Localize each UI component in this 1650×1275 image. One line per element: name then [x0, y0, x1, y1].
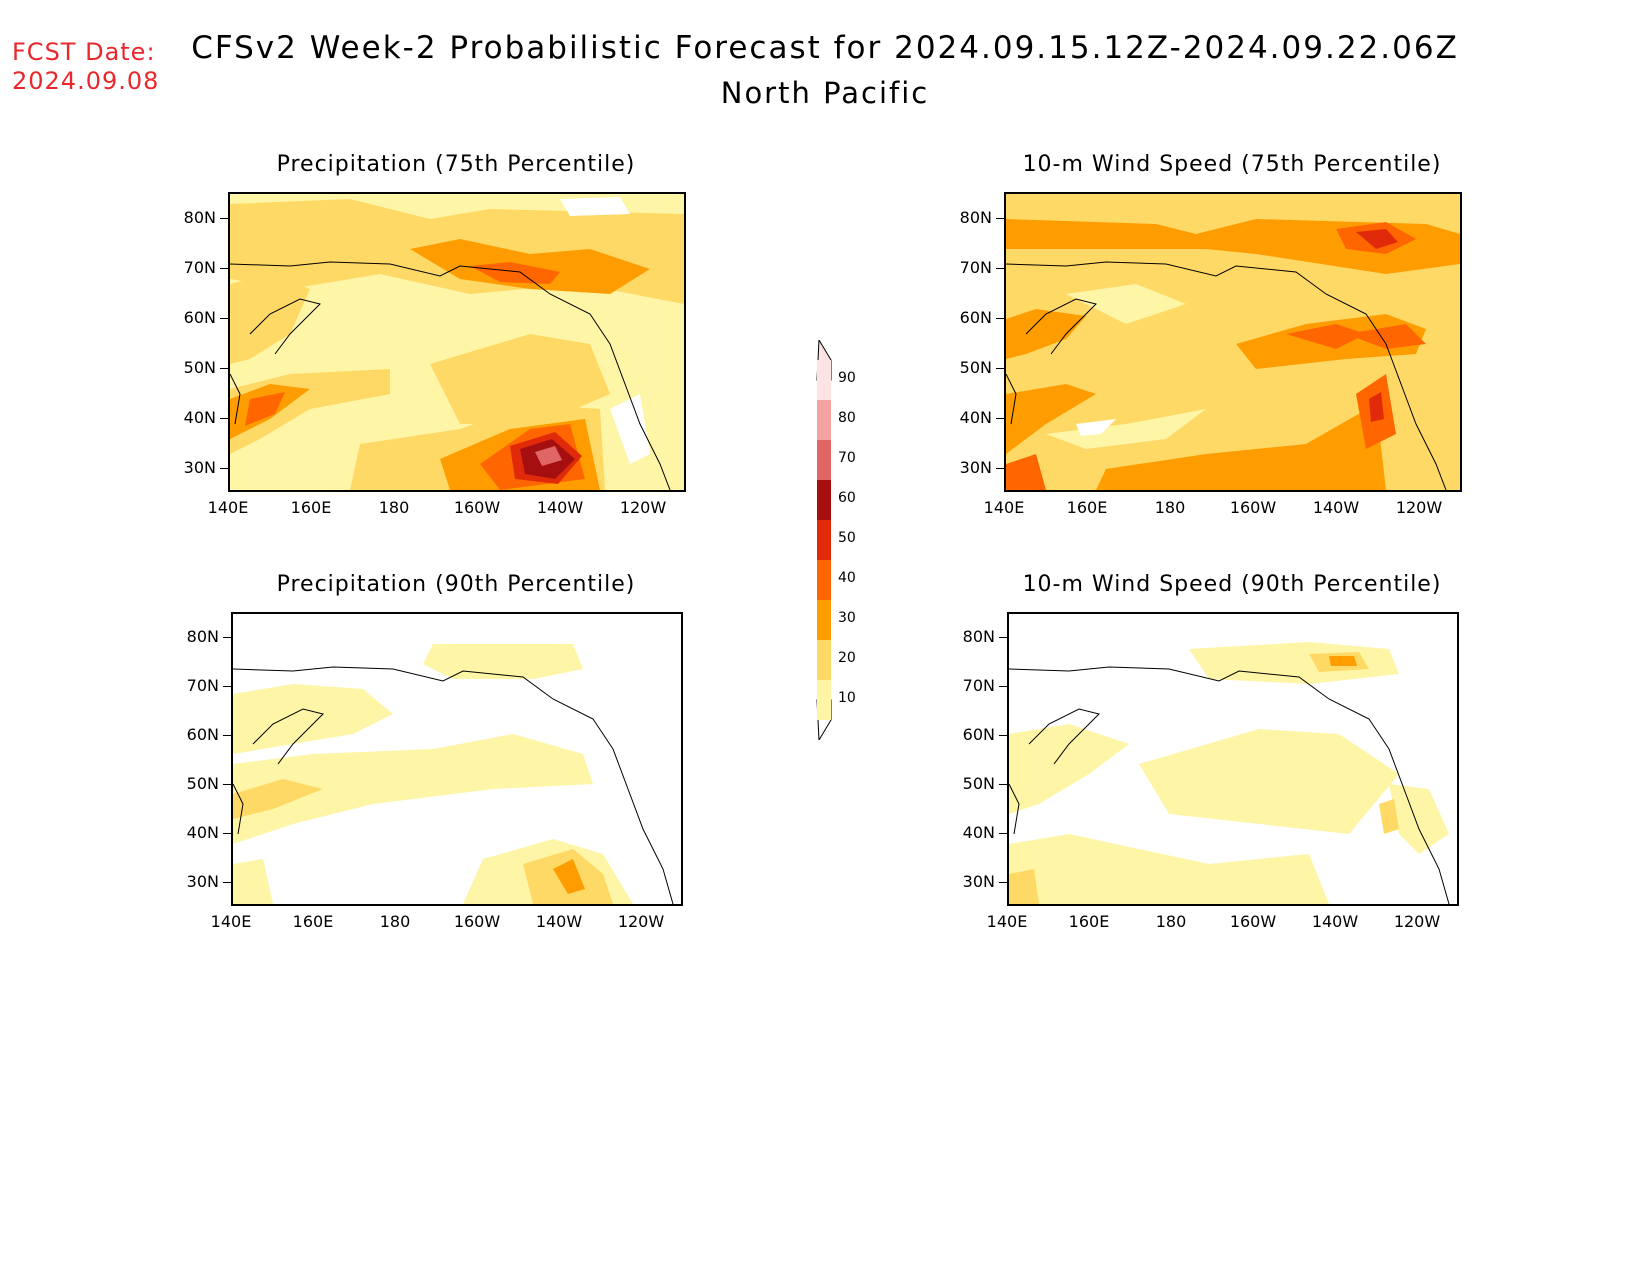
lon-label: 140E [986, 912, 1028, 931]
colorbar [815, 338, 845, 742]
colorbar-label: 80 [838, 410, 856, 426]
lat-label: 30N [946, 458, 1004, 477]
lat-label: 40N [949, 823, 1007, 842]
lon-label: 140W [535, 912, 583, 931]
lon-label: 120W [617, 912, 665, 931]
colorbar-svg [816, 338, 832, 742]
lon-label: 160W [1229, 498, 1277, 517]
lon-label: 180 [378, 498, 410, 517]
lat-label: 70N [949, 676, 1007, 695]
colorbar-label: 20 [838, 650, 856, 666]
lon-label: 160W [453, 498, 501, 517]
panel-title: Precipitation (90th Percentile) [276, 572, 636, 597]
colorbar-segment [817, 640, 831, 680]
region-title: North Pacific [720, 76, 930, 110]
lat-label: 80N [173, 627, 231, 646]
lat-label: 50N [173, 774, 231, 793]
lat-label: 80N [170, 208, 228, 227]
forecast-date: FCST Date: 2024.09.08 [12, 38, 159, 96]
panel-title: Precipitation (75th Percentile) [276, 152, 636, 177]
colorbar-segment [817, 560, 831, 600]
lat-label: 80N [946, 208, 1004, 227]
lon-label: 140W [536, 498, 584, 517]
colorbar-segment [817, 400, 831, 440]
map-precip-75 [228, 192, 686, 492]
map-precip-90 [231, 612, 683, 906]
colorbar-label: 70 [838, 450, 856, 466]
panel-wind-90: 10-m Wind Speed (90th Percentile) [1004, 572, 1460, 942]
lat-label: 60N [946, 308, 1004, 327]
lat-label: 60N [173, 725, 231, 744]
colorbar-segment [817, 360, 831, 400]
lon-label: 160E [292, 912, 334, 931]
map-wind-90 [1007, 612, 1459, 906]
lat-label: 60N [170, 308, 228, 327]
panel-wind-75: 10-m Wind Speed (75th Percentile) [1004, 152, 1460, 522]
lat-label: 50N [946, 358, 1004, 377]
lon-label: 140E [210, 912, 252, 931]
lon-label: 180 [379, 912, 411, 931]
colorbar-segment [817, 600, 831, 640]
panel-precip-90: Precipitation (90th Percentile) [228, 572, 684, 942]
lat-label: 70N [173, 676, 231, 695]
lon-label: 160E [1068, 912, 1110, 931]
lon-label: 140E [207, 498, 249, 517]
colorbar-label: 10 [838, 690, 856, 706]
panel-title: 10-m Wind Speed (90th Percentile) [1022, 572, 1442, 597]
colorbar-segment [817, 680, 831, 720]
lat-label: 40N [170, 408, 228, 427]
lon-label: 160W [1229, 912, 1277, 931]
lat-label: 30N [949, 872, 1007, 891]
panel-title: 10-m Wind Speed (75th Percentile) [1022, 152, 1442, 177]
colorbar-segment [817, 440, 831, 480]
lat-label: 60N [949, 725, 1007, 744]
forecast-date-label: FCST Date: [12, 38, 156, 66]
panel-precip-75: Precipitation (75th Percentile) [228, 152, 684, 522]
lon-label: 120W [1393, 912, 1441, 931]
main-title: CFSv2 Week-2 Probabilistic Forecast for … [191, 30, 1459, 66]
lat-label: 40N [946, 408, 1004, 427]
lon-label: 160E [1066, 498, 1108, 517]
lat-label: 80N [949, 627, 1007, 646]
lon-label: 140E [983, 498, 1025, 517]
lon-label: 140W [1311, 912, 1359, 931]
lat-label: 70N [946, 258, 1004, 277]
lat-label: 30N [170, 458, 228, 477]
colorbar-label: 40 [838, 570, 856, 586]
lon-label: 160W [453, 912, 501, 931]
lon-label: 140W [1312, 498, 1360, 517]
colorbar-label: 50 [838, 530, 856, 546]
colorbar-label: 60 [838, 490, 856, 506]
lon-label: 120W [619, 498, 667, 517]
lon-label: 180 [1155, 912, 1187, 931]
map-wind-75 [1004, 192, 1462, 492]
lat-label: 70N [170, 258, 228, 277]
lat-label: 40N [173, 823, 231, 842]
lat-label: 50N [949, 774, 1007, 793]
lat-label: 50N [170, 358, 228, 377]
lon-label: 160E [290, 498, 332, 517]
colorbar-segment [817, 480, 831, 520]
lon-label: 120W [1395, 498, 1443, 517]
lat-label: 30N [173, 872, 231, 891]
colorbar-segment [817, 520, 831, 560]
colorbar-label: 90 [838, 370, 856, 386]
colorbar-label: 30 [838, 610, 856, 626]
forecast-date-value: 2024.09.08 [12, 67, 160, 95]
lon-label: 180 [1154, 498, 1186, 517]
